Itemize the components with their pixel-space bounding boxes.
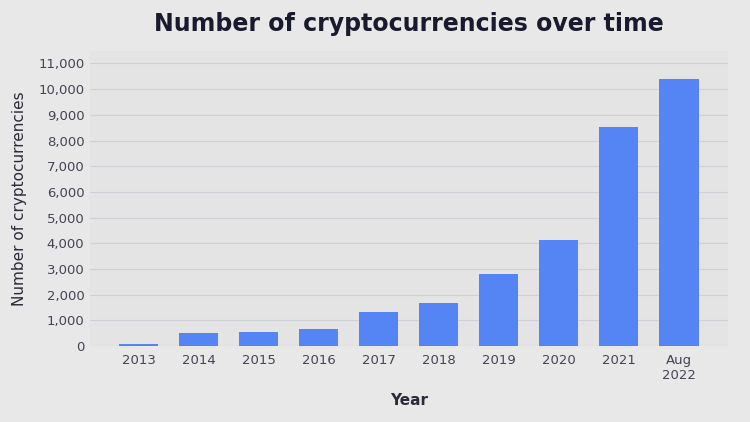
Bar	[179, 333, 218, 346]
Bar	[479, 274, 518, 346]
Y-axis label: Number of cryptocurrencies: Number of cryptocurrencies	[12, 91, 27, 306]
Bar	[659, 79, 698, 346]
Bar	[299, 330, 338, 346]
Bar	[239, 332, 278, 346]
Bar	[119, 344, 158, 346]
X-axis label: Year: Year	[390, 393, 427, 408]
Bar	[599, 127, 638, 346]
Bar	[419, 303, 458, 346]
Bar	[539, 241, 578, 346]
Bar	[359, 312, 398, 346]
Title: Number of cryptocurrencies over time: Number of cryptocurrencies over time	[154, 12, 664, 36]
